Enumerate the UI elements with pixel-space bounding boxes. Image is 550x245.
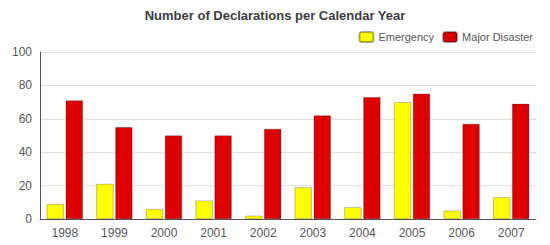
svg-text:20: 20 xyxy=(19,179,33,193)
svg-text:Major Disaster: Major Disaster xyxy=(462,31,533,43)
svg-text:2004: 2004 xyxy=(349,226,376,240)
svg-text:Emergency: Emergency xyxy=(378,31,434,43)
svg-text:40: 40 xyxy=(19,145,33,159)
svg-text:0: 0 xyxy=(25,212,32,226)
svg-text:1999: 1999 xyxy=(101,226,128,240)
svg-text:2006: 2006 xyxy=(448,226,475,240)
svg-text:2007: 2007 xyxy=(498,226,525,240)
svg-text:60: 60 xyxy=(19,112,33,126)
svg-text:2005: 2005 xyxy=(399,226,426,240)
svg-text:80: 80 xyxy=(19,78,33,92)
svg-text:Number of Declarations per Cal: Number of Declarations per Calendar Year xyxy=(145,8,406,23)
svg-text:100: 100 xyxy=(12,45,32,59)
svg-text:2001: 2001 xyxy=(200,226,227,240)
svg-text:2002: 2002 xyxy=(250,226,277,240)
svg-text:2000: 2000 xyxy=(151,226,178,240)
svg-text:2003: 2003 xyxy=(299,226,326,240)
svg-text:1998: 1998 xyxy=(51,226,78,240)
